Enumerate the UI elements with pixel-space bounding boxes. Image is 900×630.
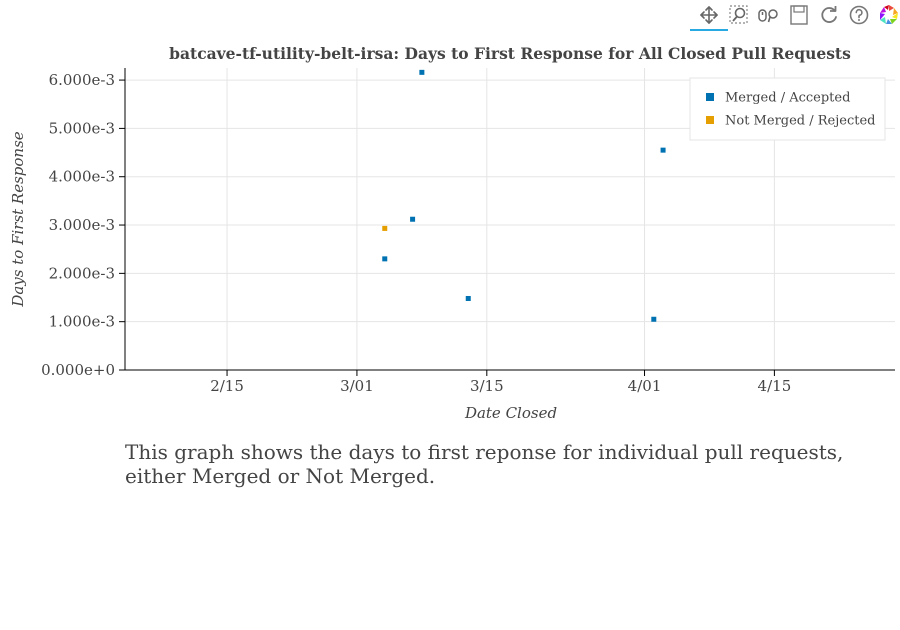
legend-swatch-merged	[706, 93, 714, 101]
data-point-merged	[651, 316, 657, 322]
save-tool-button[interactable]	[787, 3, 811, 27]
reset-icon	[821, 6, 837, 23]
axes	[124, 68, 895, 371]
bokeh-logo[interactable]	[877, 3, 900, 27]
data-point-merged	[382, 256, 388, 262]
y-tick-label: 1.000e-3	[49, 313, 115, 331]
chart-description: This graph shows the days to first repon…	[125, 440, 844, 488]
legend-box	[689, 77, 886, 141]
legend-label-not-merged: Not Merged / Rejected	[725, 114, 875, 129]
chart-title: batcave-tf-utility-belt-irsa: Days to Fi…	[169, 44, 851, 63]
y-axis-label: Days to First Response	[9, 131, 27, 307]
x-tick-label: 3/01	[340, 377, 374, 395]
y-tick-label: 0.000e+0	[41, 361, 115, 379]
data-point-merged	[660, 147, 666, 153]
y-tick-label: 3.000e-3	[49, 216, 115, 234]
y-axis-ticks: 0.000e+0 1.000e-3 2.000e-3 3.000e-3 4.000e-3…	[41, 71, 125, 379]
pan-icon	[700, 6, 718, 24]
x-gridlines	[226, 68, 775, 370]
data-point-not-merged	[382, 225, 388, 231]
save-icon	[790, 5, 808, 25]
bokeh-logo-icon	[880, 5, 898, 24]
pan-tool-button[interactable]	[690, 3, 728, 31]
y-tick-label: 5.000e-3	[49, 119, 115, 137]
box-zoom-icon	[729, 5, 748, 24]
y-tick-label: 4.000e-3	[49, 168, 115, 186]
x-tick-label: 3/15	[470, 377, 504, 395]
help-tool-button[interactable]	[847, 3, 871, 27]
legend-swatch-not-merged	[706, 116, 714, 124]
y-tick-label: 6.000e-3	[49, 71, 115, 89]
data-point-merged	[465, 295, 471, 301]
x-axis-label: Date Closed	[464, 404, 557, 422]
x-tick-label: 4/01	[628, 377, 662, 395]
data-point-merged	[410, 216, 416, 222]
help-icon	[849, 5, 869, 25]
chart-toolbar	[685, 0, 900, 32]
legend-label-merged: Merged / Accepted	[725, 91, 850, 106]
wheel-zoom-icon	[758, 9, 778, 23]
scatter-chart[interactable]: 0.000e+0 1.000e-3 2.000e-3 3.000e-3 4.000e-3…	[0, 32, 900, 432]
box-zoom-tool-button[interactable]	[727, 3, 751, 27]
x-tick-label: 4/15	[758, 377, 792, 395]
chart-container: 0.000e+0 1.000e-3 2.000e-3 3.000e-3 4.000e-3…	[0, 32, 900, 432]
x-axis-ticks: 2/15 3/01 3/15 4/01 4/15	[210, 370, 791, 395]
reset-tool-button[interactable]	[817, 3, 841, 27]
wheel-zoom-tool-button[interactable]	[757, 3, 781, 27]
x-tick-label: 2/15	[210, 377, 244, 395]
data-point-merged	[419, 69, 425, 75]
data-points	[382, 69, 666, 322]
legend: Merged / Accepted Not Merged / Rejected	[689, 77, 886, 141]
y-tick-label: 2.000e-3	[49, 264, 115, 282]
